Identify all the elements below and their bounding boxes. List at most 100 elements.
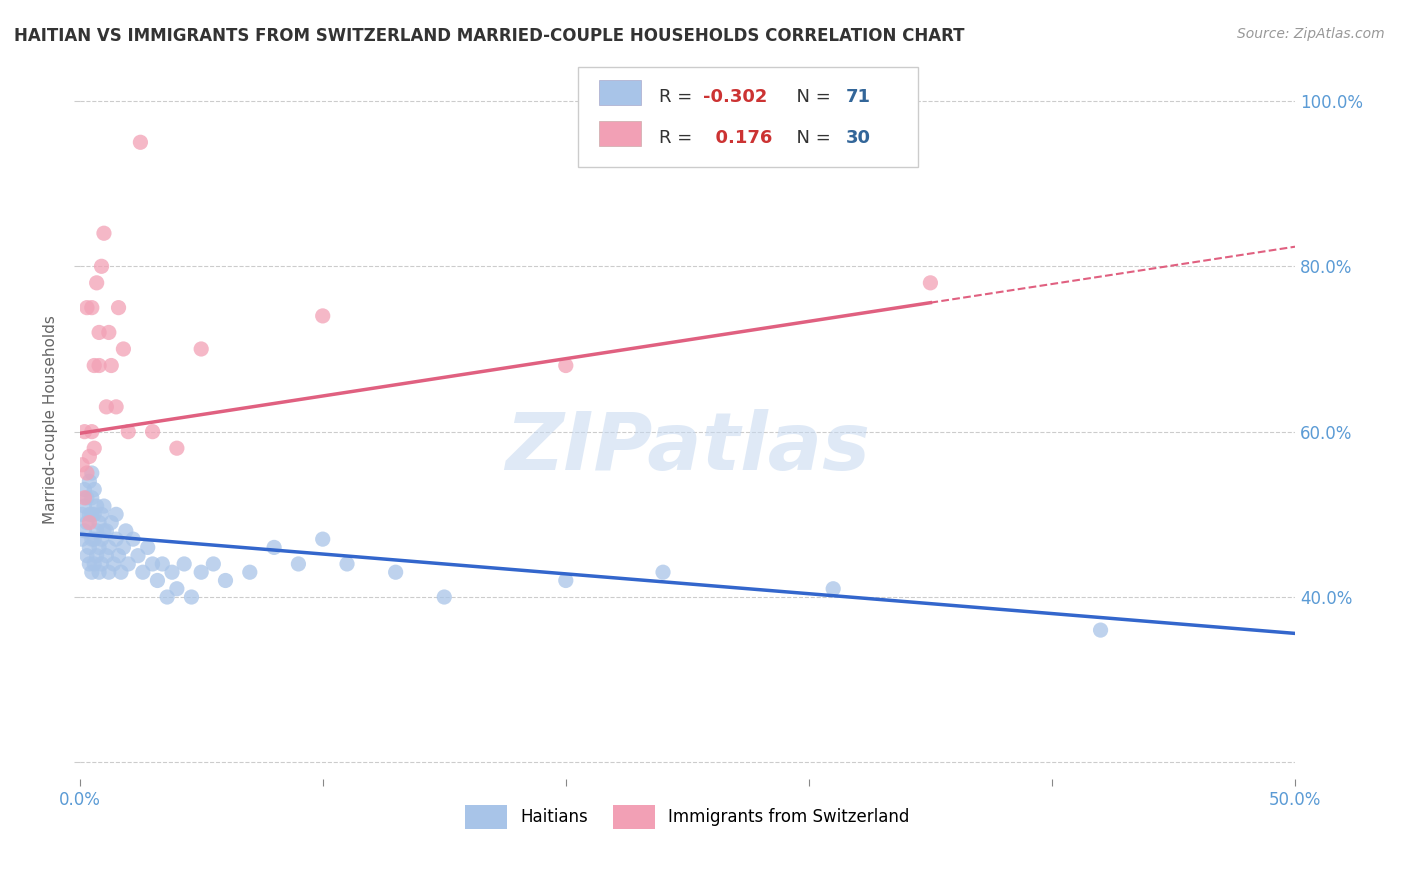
Point <box>100 516 122 530</box>
Point <box>239 565 262 579</box>
Text: HAITIAN VS IMMIGRANTS FROM SWITZERLAND MARRIED-COUPLE HOUSEHOLDS CORRELATION CHA: HAITIAN VS IMMIGRANTS FROM SWITZERLAND M… <box>14 27 965 45</box>
Point <box>83 359 105 373</box>
Point <box>73 425 96 439</box>
Point <box>554 359 576 373</box>
Point <box>97 541 120 555</box>
FancyBboxPatch shape <box>578 67 918 168</box>
Point <box>83 441 105 455</box>
Bar <box>599 79 641 105</box>
Point <box>129 136 152 150</box>
Point <box>90 557 112 571</box>
Point <box>70 532 93 546</box>
Point <box>70 508 93 522</box>
Point <box>180 590 202 604</box>
Point <box>80 301 103 315</box>
Point <box>97 565 120 579</box>
Point <box>79 508 101 522</box>
Point <box>93 499 115 513</box>
Point <box>79 557 101 571</box>
Point <box>136 541 159 555</box>
Point <box>96 524 118 538</box>
Text: 0.176: 0.176 <box>703 129 772 147</box>
Point <box>86 524 108 538</box>
Point <box>87 516 110 530</box>
Point <box>132 565 155 579</box>
Point <box>287 557 309 571</box>
Point <box>202 557 225 571</box>
Point <box>83 557 105 571</box>
Point <box>214 574 236 588</box>
Point <box>70 458 93 472</box>
Point <box>190 342 212 356</box>
Point <box>920 276 942 290</box>
Point <box>93 226 115 240</box>
Point <box>83 532 105 546</box>
Point <box>87 565 110 579</box>
Text: N =: N = <box>785 88 837 106</box>
Point <box>166 582 188 596</box>
Point <box>79 516 101 530</box>
Point <box>823 582 845 596</box>
Point <box>652 565 675 579</box>
Point <box>73 483 96 497</box>
Point <box>263 541 285 555</box>
Text: N =: N = <box>785 129 837 147</box>
Point <box>146 574 169 588</box>
Point <box>384 565 406 579</box>
Text: -0.302: -0.302 <box>703 88 768 106</box>
Text: Source: ZipAtlas.com: Source: ZipAtlas.com <box>1237 27 1385 41</box>
Point <box>87 359 110 373</box>
Legend: Haitians, Immigrants from Switzerland: Haitians, Immigrants from Switzerland <box>458 798 917 835</box>
Point <box>105 532 128 546</box>
Point <box>103 557 125 571</box>
Point <box>97 326 120 340</box>
Point <box>96 400 118 414</box>
Point <box>166 441 188 455</box>
Point <box>117 425 139 439</box>
Point <box>87 326 110 340</box>
Point <box>150 557 173 571</box>
Point <box>312 532 335 546</box>
Point <box>79 475 101 489</box>
Point <box>83 508 105 522</box>
Point <box>142 557 165 571</box>
Point <box>83 483 105 497</box>
Text: ZIPatlas: ZIPatlas <box>505 409 870 487</box>
Point <box>80 532 103 546</box>
Point <box>76 549 98 563</box>
Y-axis label: Married-couple Households: Married-couple Households <box>44 315 58 524</box>
Point <box>554 574 576 588</box>
Point <box>112 541 135 555</box>
Point <box>80 508 103 522</box>
Point <box>76 491 98 505</box>
Text: 71: 71 <box>845 88 870 106</box>
Point <box>1090 623 1112 637</box>
Point <box>86 499 108 513</box>
Point <box>142 425 165 439</box>
Point <box>112 342 135 356</box>
Point <box>336 557 359 571</box>
Point <box>76 466 98 480</box>
Point <box>90 532 112 546</box>
Point <box>73 524 96 538</box>
Point <box>96 549 118 563</box>
Text: 30: 30 <box>845 129 870 147</box>
Point <box>73 491 96 505</box>
Point <box>80 466 103 480</box>
Point <box>90 260 112 274</box>
Point <box>86 549 108 563</box>
Point <box>107 549 129 563</box>
Point <box>160 565 183 579</box>
Point <box>433 590 456 604</box>
Point <box>76 301 98 315</box>
Point <box>173 557 195 571</box>
Point <box>127 549 149 563</box>
Point <box>107 301 129 315</box>
Bar <box>599 120 641 146</box>
Point <box>73 499 96 513</box>
Point <box>80 565 103 579</box>
Point <box>90 508 112 522</box>
Point <box>80 425 103 439</box>
Point <box>79 450 101 464</box>
Point <box>93 524 115 538</box>
